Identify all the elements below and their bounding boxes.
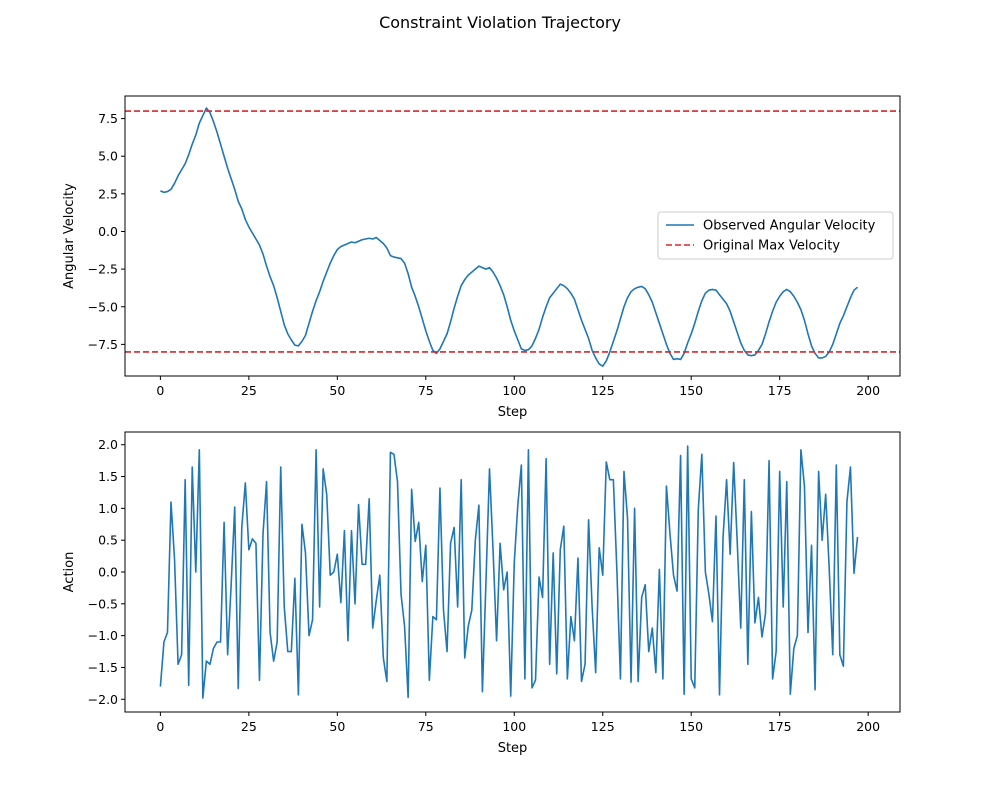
x-tick-label: 175 (768, 383, 792, 398)
plot-frame (124, 95, 901, 377)
series-line-1 (160, 107, 859, 368)
y-tick-label: 2.0 (98, 437, 118, 452)
x-tick-label: 200 (856, 383, 880, 398)
x-tick-label: 50 (329, 383, 345, 398)
y-tick-label: −0.5 (88, 596, 118, 611)
series-line-1 (159, 445, 859, 699)
y-tick-label: −1.0 (88, 628, 118, 643)
y-tick-label: −7.5 (88, 337, 118, 352)
x-tick-label: 100 (502, 719, 526, 734)
y-tick-label: 1.0 (98, 501, 118, 516)
y-tick-label: 5.0 (98, 149, 118, 164)
y-tick-label: 1.5 (98, 469, 118, 484)
subplot-1: 0 25 50 75 100 125 150 175 200 −7.5 −5.0 −2.5 0.0 2.5… (62, 95, 901, 420)
y-tick-label: 0.5 (98, 533, 118, 548)
x-tick-label: 125 (591, 383, 615, 398)
y-tick-label: 0.0 (98, 565, 118, 580)
y-tick-label: −5.0 (88, 299, 118, 314)
y-tick-label: 0.0 (98, 224, 118, 239)
y-axis-label: Angular Velocity (62, 183, 77, 289)
y-tick-label: 2.5 (98, 186, 118, 201)
legend-label: Original Max Velocity (703, 239, 840, 254)
figure-title: Constraint Violation Trajectory (379, 13, 621, 32)
y-tick-label: −2.5 (88, 262, 118, 277)
x-tick-label: 175 (768, 719, 792, 734)
y-tick-label: −1.5 (88, 660, 118, 675)
y-axis-label: Action (62, 552, 77, 593)
x-tick-label: 25 (241, 719, 257, 734)
x-tick-label: 75 (418, 719, 434, 734)
x-tick-label: 25 (241, 383, 257, 398)
x-axis-label: Step (498, 741, 528, 756)
y-tick-label: −2.0 (88, 692, 118, 707)
x-tick-label: 200 (856, 719, 880, 734)
legend: Observed Angular Velocity Original Max Ve… (657, 211, 894, 260)
x-tick-label: 50 (329, 719, 345, 734)
x-tick-label: 75 (418, 383, 434, 398)
x-tick-label: 100 (502, 383, 526, 398)
plot-frame (124, 431, 901, 713)
legend-label: Observed Angular Velocity (703, 219, 876, 234)
legend-box (657, 211, 894, 260)
y-tick-label: 7.5 (98, 111, 118, 126)
x-tick-label: 150 (679, 719, 703, 734)
x-tick-label: 125 (591, 719, 615, 734)
x-tick-label: 150 (679, 383, 703, 398)
x-tick-label: 0 (156, 383, 164, 398)
x-axis-label: Step (498, 405, 528, 420)
subplot-2: 0 25 50 75 100 125 150 175 200 −2.0 −1.5 −1.0 −0.5 0.… (62, 431, 901, 756)
x-tick-label: 0 (156, 719, 164, 734)
